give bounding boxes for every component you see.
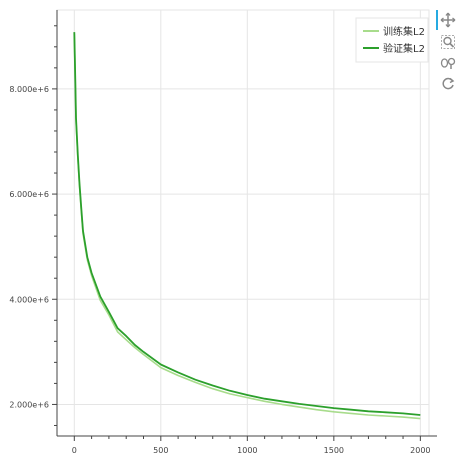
box-zoom-icon[interactable] — [440, 34, 456, 50]
series-line-2 — [73, 32, 421, 416]
legend-box — [355, 17, 429, 63]
y-tick-label: 4.000e+6 — [9, 295, 49, 304]
x-tick-label: 500 — [153, 446, 168, 455]
grid — [57, 10, 429, 436]
y-tick-label: 2.000e+6 — [9, 400, 49, 409]
pan-icon[interactable] — [440, 12, 456, 28]
active-tool-indicator — [436, 10, 438, 30]
x-tick-label: 0 — [72, 446, 77, 455]
reset-icon[interactable] — [440, 76, 456, 92]
x-tick-label: 2000 — [410, 446, 430, 455]
y-tick-label: 6.000e+6 — [9, 190, 49, 199]
axes: 0 500 1000 1500 2000 2.000e+6 4.000e+6 6.000e+6… — [9, 10, 437, 455]
legend: 训练集L2 验证集L2 — [355, 17, 429, 63]
x-tick-label: 1000 — [237, 446, 257, 455]
y-tick-label: 8.000e+6 — [9, 85, 49, 94]
chart-toolbar — [436, 10, 460, 100]
legend-label: 验证集L2 — [383, 42, 425, 55]
x-tick-label: 1500 — [324, 446, 344, 455]
series-layer — [73, 32, 421, 420]
plot-frame — [56, 9, 430, 437]
legend-label: 训练集L2 — [383, 25, 425, 38]
wheel-zoom-icon[interactable] — [440, 55, 456, 71]
